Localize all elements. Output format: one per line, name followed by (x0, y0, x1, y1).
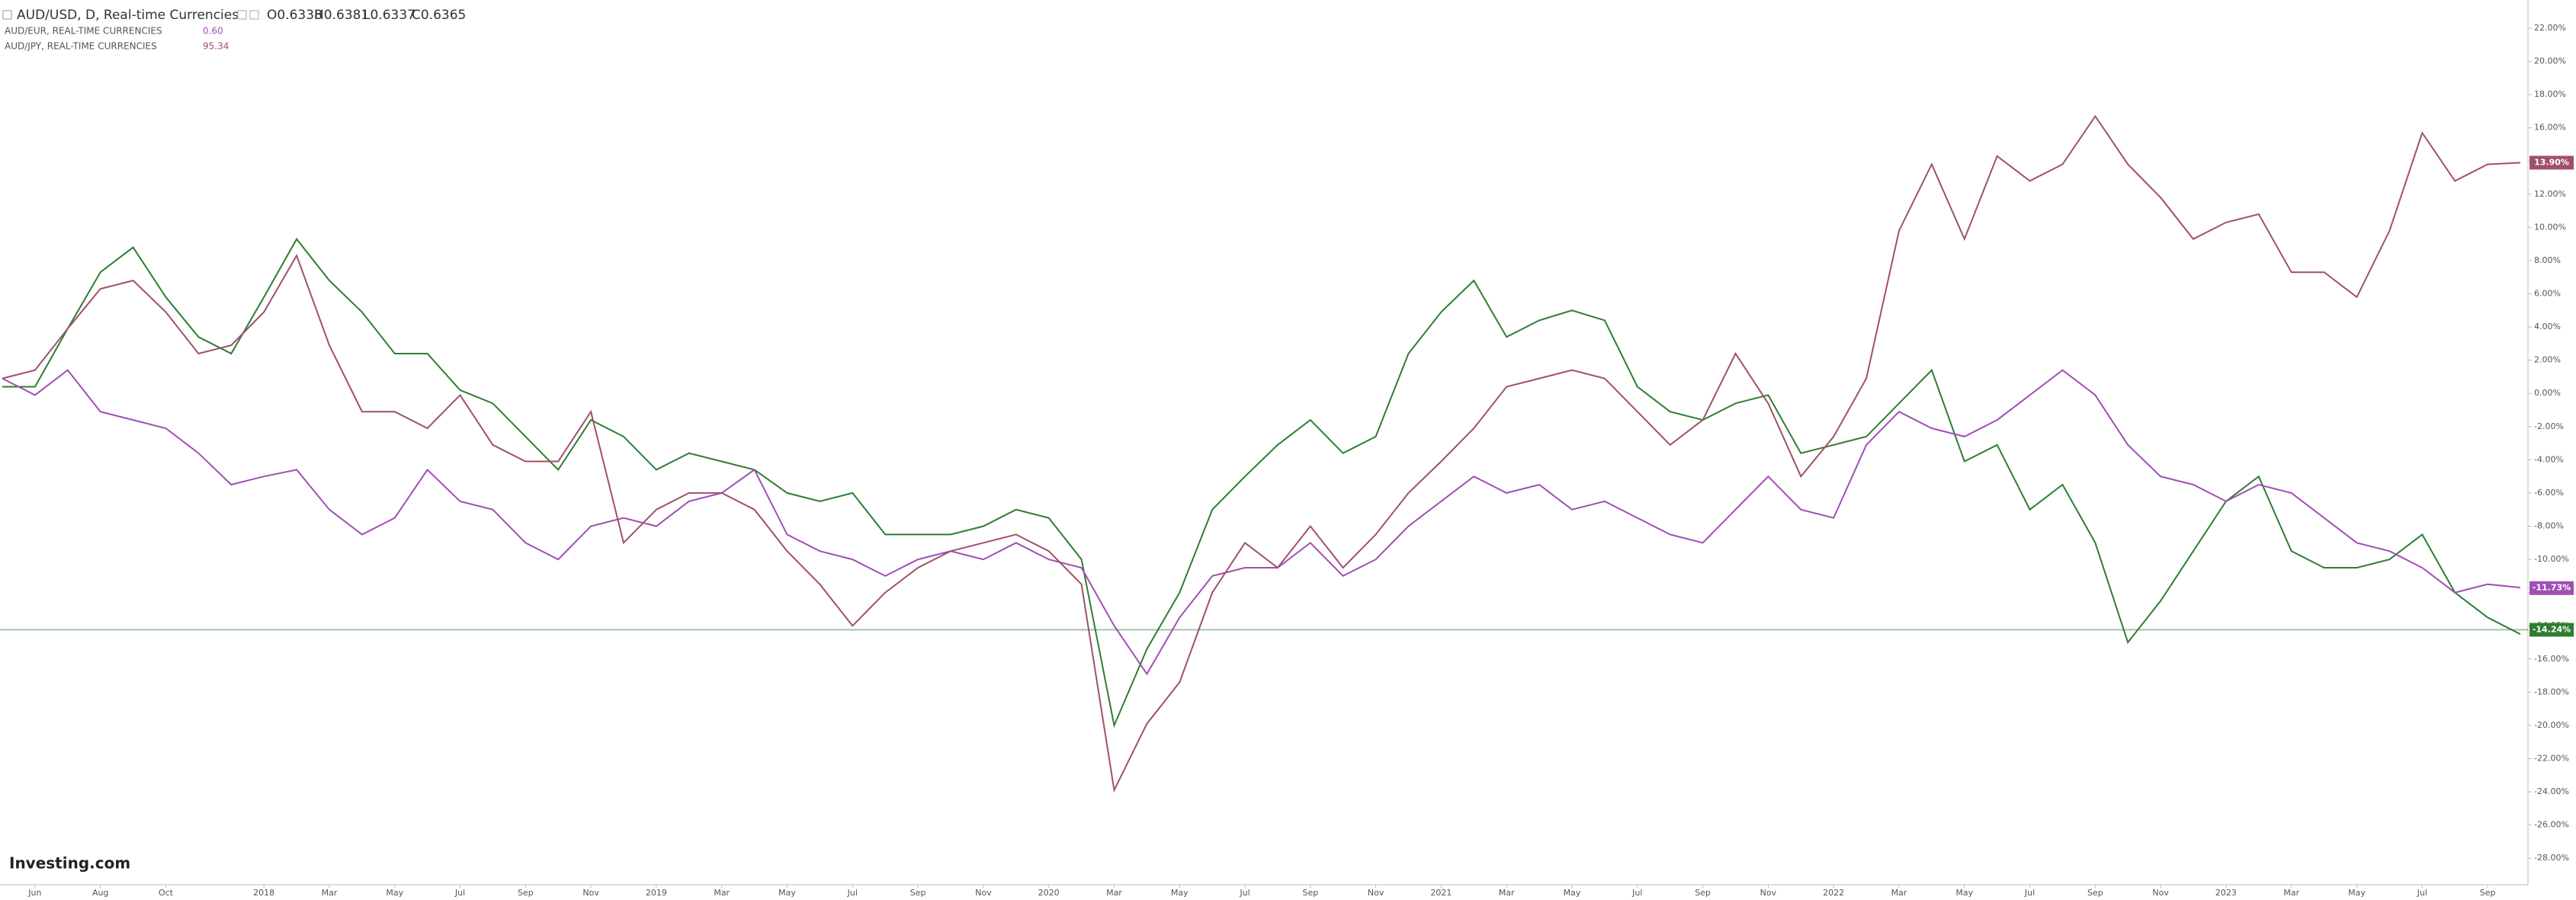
x-tick-label: Sep (518, 888, 534, 898)
x-tick-label: Sep (1302, 888, 1318, 898)
legend-value: 0.60 (203, 26, 223, 37)
legend-value: 95.34 (203, 41, 229, 52)
y-tick-label: -16.00% (2534, 654, 2569, 664)
y-tick-label: -10.00% (2534, 554, 2569, 564)
x-tick-label: Mar (1499, 888, 1515, 898)
last-value-label: -14.24% (2533, 624, 2571, 634)
legend-name: AUD/JPY, REAL-TIME CURRENCIES (5, 41, 157, 52)
series-line (2, 369, 2521, 676)
x-tick-label: Oct (159, 888, 174, 898)
y-tick-label: -24.00% (2534, 786, 2569, 796)
x-tick-label: Jul (454, 888, 465, 898)
x-tick-label: Sep (2480, 888, 2496, 898)
x-tick-label: Jul (847, 888, 858, 898)
y-tick-label: -8.00% (2534, 521, 2564, 531)
x-tick-label: Mar (1106, 888, 1122, 898)
y-tick-label: 10.00% (2534, 222, 2566, 232)
ohlc-high: H0.6381 (314, 8, 369, 23)
x-tick-label: Jul (1631, 888, 1642, 898)
x-tick-label: 2018 (253, 888, 274, 898)
last-value-badge (2529, 623, 2574, 637)
icon-box[interactable] (237, 10, 247, 20)
header-title: AUD/USD, D, Real-time Currencies (17, 8, 239, 23)
x-tick-label: Sep (2087, 888, 2103, 898)
x-tick-label: May (2348, 888, 2366, 898)
y-tick-label: -22.00% (2534, 753, 2569, 763)
series-line (2, 114, 2521, 793)
x-tick-label: 2020 (1038, 888, 1060, 898)
last-value-badge (2529, 155, 2574, 170)
y-tick-label: 18.00% (2534, 89, 2566, 99)
x-tick-label: May (386, 888, 403, 898)
ohlc-low: L0.6337 (363, 8, 415, 23)
x-tick-label: May (778, 888, 796, 898)
x-tick-label: Mar (714, 888, 730, 898)
watermark: Investing.com (9, 854, 130, 873)
series-line (2, 237, 2521, 729)
last-value-badge (2529, 581, 2574, 595)
y-tick-label: -2.00% (2534, 421, 2564, 431)
y-tick-label: 0.00% (2534, 388, 2561, 398)
x-tick-label: Nov (1368, 888, 1384, 898)
x-tick-label: Mar (322, 888, 338, 898)
x-tick-label: 2019 (646, 888, 667, 898)
ohlc-close: C0.6365 (412, 8, 466, 23)
y-tick-label: 12.00% (2534, 189, 2566, 199)
x-tick-label: Mar (2283, 888, 2299, 898)
last-value-label: -11.73% (2533, 583, 2571, 593)
legend-name: AUD/EUR, REAL-TIME CURRENCIES (5, 26, 162, 37)
x-tick-label: May (1955, 888, 1973, 898)
y-tick-label: 6.00% (2534, 289, 2561, 299)
x-tick-label: Aug (92, 888, 108, 898)
last-value-label: 13.90% (2534, 157, 2569, 167)
x-tick-label: Nov (2152, 888, 2169, 898)
x-tick-label: Jun (27, 888, 41, 898)
x-tick-label: Nov (975, 888, 992, 898)
y-tick-label: -18.00% (2534, 687, 2569, 697)
icon-box[interactable] (249, 10, 259, 20)
y-tick-label: -26.00% (2534, 820, 2569, 830)
y-tick-label: -4.00% (2534, 454, 2564, 464)
y-tick-label: -28.00% (2534, 853, 2569, 863)
x-tick-label: Sep (1695, 888, 1711, 898)
y-tick-label: -20.00% (2534, 720, 2569, 730)
x-tick-label: Mar (1891, 888, 1907, 898)
y-tick-label: 20.00% (2534, 56, 2566, 66)
x-tick-label: Nov (582, 888, 599, 898)
x-tick-label: Jul (2024, 888, 2035, 898)
x-tick-label: Jul (1239, 888, 1250, 898)
x-tick-label: 2023 (2215, 888, 2237, 898)
y-tick-label: 2.00% (2534, 355, 2561, 365)
x-tick-label: Sep (910, 888, 926, 898)
y-tick-label: 8.00% (2534, 255, 2561, 265)
x-tick-label: Nov (1760, 888, 1777, 898)
x-tick-label: May (1564, 888, 1581, 898)
x-tick-label: 2022 (1823, 888, 1844, 898)
y-tick-label: 22.00% (2534, 23, 2566, 33)
x-tick-label: Jul (2417, 888, 2427, 898)
ohlc-open: O0.6338 (267, 8, 322, 23)
collapse-box[interactable] (2, 10, 12, 20)
x-tick-label: May (1171, 888, 1189, 898)
x-tick-label: 2021 (1430, 888, 1452, 898)
y-tick-label: 4.00% (2534, 322, 2561, 331)
y-tick-label: -6.00% (2534, 488, 2564, 498)
y-tick-label: 16.00% (2534, 123, 2566, 133)
